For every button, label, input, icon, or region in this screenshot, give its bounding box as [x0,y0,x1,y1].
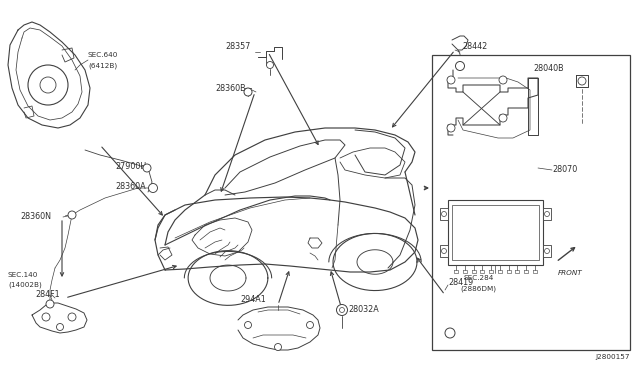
Circle shape [244,321,252,328]
Text: SEC.284: SEC.284 [464,275,494,281]
Text: 294A1: 294A1 [240,295,266,304]
Text: (6412B): (6412B) [88,62,117,68]
Circle shape [545,248,550,253]
Circle shape [244,88,252,96]
Text: 28419: 28419 [448,278,473,287]
Bar [448,200,543,265]
Text: 27900H: 27900H [115,162,147,171]
Bar [452,205,539,260]
Text: 28360A: 28360A [115,182,146,191]
Text: 28032A: 28032A [348,305,379,314]
Text: J2800157: J2800157 [595,354,630,360]
Text: SEC.140: SEC.140 [8,272,38,278]
Circle shape [339,308,344,312]
Text: SEC.640: SEC.640 [88,52,118,58]
Text: (14002B): (14002B) [8,282,42,289]
Text: 28040B: 28040B [533,64,564,73]
Circle shape [442,212,447,217]
Circle shape [56,324,63,330]
Circle shape [40,77,56,93]
Circle shape [442,248,447,253]
Circle shape [46,300,54,308]
Text: 28070: 28070 [552,165,577,174]
Bar [440,208,448,220]
Circle shape [28,65,68,105]
Bar [432,55,630,350]
Circle shape [456,61,465,71]
Circle shape [447,76,455,84]
Circle shape [578,77,586,85]
Circle shape [545,212,550,217]
Text: (2886DM): (2886DM) [460,285,496,292]
Circle shape [266,61,273,68]
Circle shape [275,343,282,350]
Text: 284F1: 284F1 [35,290,60,299]
Circle shape [445,328,455,338]
Text: 28357: 28357 [225,42,250,51]
Circle shape [143,164,151,172]
Text: 28360B: 28360B [215,84,246,93]
Circle shape [68,211,76,219]
Circle shape [307,321,314,328]
Bar [440,245,448,257]
Bar [543,245,551,257]
Circle shape [499,76,507,84]
Circle shape [148,183,157,192]
Circle shape [68,313,76,321]
Bar [543,208,551,220]
Text: 28442: 28442 [462,42,487,51]
Circle shape [499,114,507,122]
Circle shape [337,305,348,315]
Circle shape [42,313,50,321]
Circle shape [447,124,455,132]
Text: 28360N: 28360N [20,212,51,221]
Text: FRONT: FRONT [558,270,582,276]
